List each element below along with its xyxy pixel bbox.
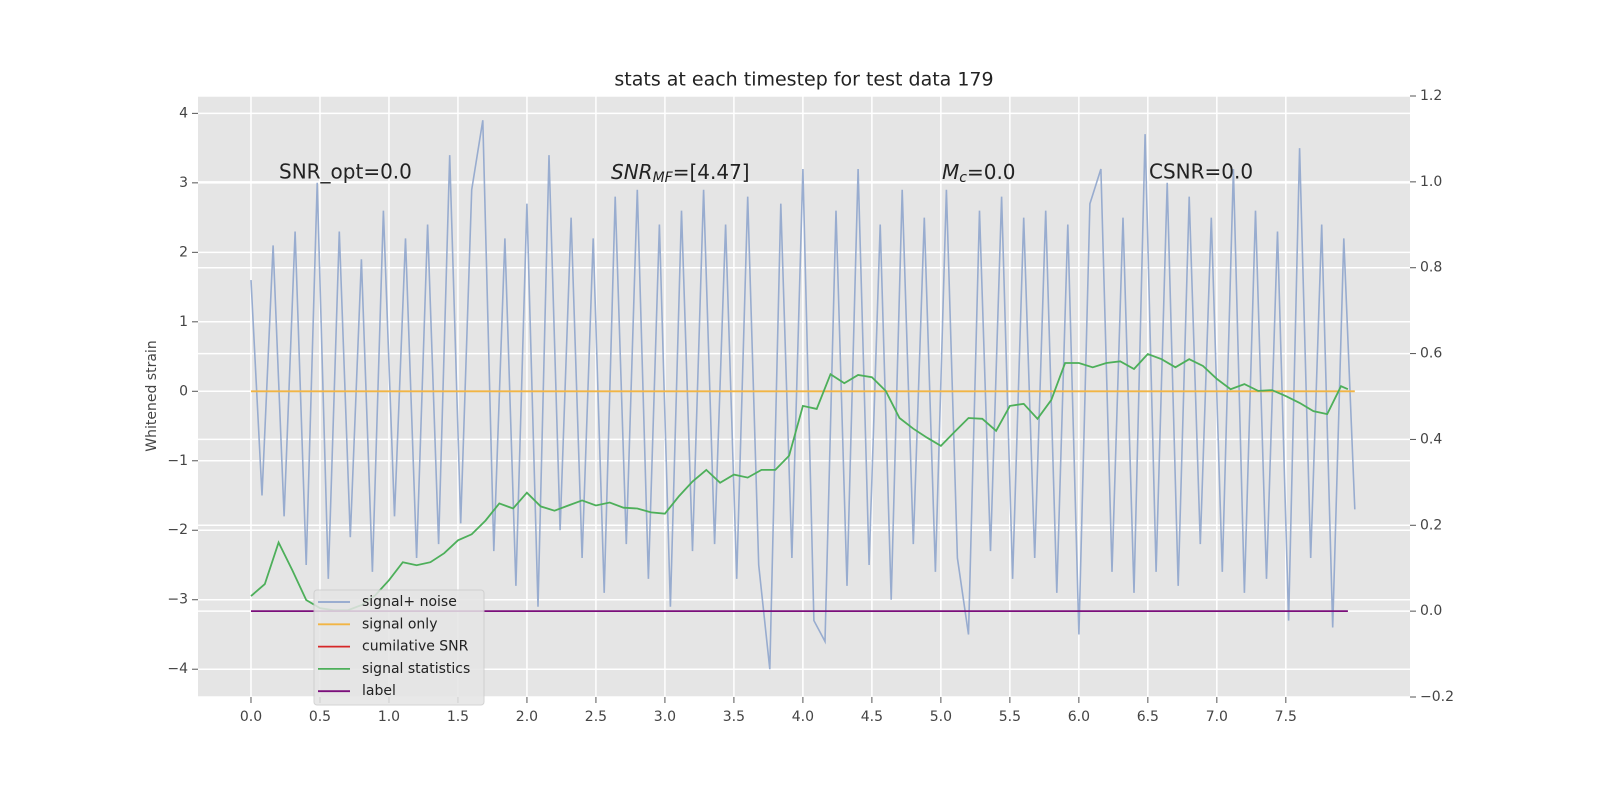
x-tick-label: 3.0: [654, 709, 676, 725]
annotation-rest: =0.0: [967, 160, 1016, 184]
legend-label: signal only: [362, 616, 437, 632]
x-tick-label: 1.5: [447, 709, 469, 725]
x-tick-label: 5.5: [999, 709, 1021, 725]
annotation: SNRMF=[4.47]: [611, 160, 750, 187]
y2-tick-label: 0.6: [1420, 346, 1442, 362]
y-tick-label: 3: [179, 175, 188, 191]
annotation-sub: c: [959, 170, 967, 186]
y2-tick-label: 1.0: [1420, 174, 1442, 190]
x-tick-label: 0.5: [309, 709, 331, 725]
y-tick-label: −2: [167, 522, 188, 538]
y2-tick-label: −0.2: [1420, 689, 1454, 705]
y-tick-label: 0: [179, 383, 188, 399]
x-tick-label: 6.0: [1068, 709, 1090, 725]
series-line: [250, 352, 1349, 612]
x-tick-label: 6.5: [1137, 709, 1159, 725]
y-tick-label: 1: [179, 314, 188, 330]
y-tick-label: −1: [167, 453, 188, 469]
x-tick-label: 3.5: [723, 709, 745, 725]
legend-label: label: [362, 683, 396, 699]
y2-tick-label: 1.2: [1420, 88, 1442, 104]
x-tick-label: 0.0: [240, 709, 262, 725]
y-tick-label: 2: [179, 244, 188, 260]
annotation-base: M: [942, 160, 959, 184]
x-tick-label: 7.0: [1206, 709, 1228, 725]
legend-box: [313, 589, 485, 706]
annotation-rest: =[4.47]: [673, 160, 750, 184]
x-tick-label: 2.0: [516, 709, 538, 725]
x-tick-label: 5.0: [930, 709, 952, 725]
x-tick-label: 2.5: [585, 709, 607, 725]
y-tick-label: −4: [167, 661, 188, 677]
annotation: SNR_opt=0.0: [279, 160, 412, 184]
x-tick-label: 1.0: [378, 709, 400, 725]
annotation: Mc=0.0: [942, 160, 1016, 187]
series-line: [250, 120, 1356, 670]
chart-title: stats at each timestep for test data 179: [614, 69, 993, 91]
axes: 0.0 0.5 1.0 1.5 2.0 2.5 3.0 3.5 4.0 4.5 5.0 5.5 6.0 6…: [167, 88, 1454, 725]
x-tick-label: 7.5: [1275, 709, 1297, 725]
y2-tick-label: 0.8: [1420, 260, 1442, 276]
y-tick-label: 4: [179, 105, 188, 121]
annotation: CSNR=0.0: [1149, 160, 1253, 184]
annotation-base: SNR: [611, 160, 653, 184]
y2-tick-label: 0.0: [1420, 603, 1442, 619]
y-axis-label: Whitened strain: [144, 340, 160, 451]
y2-tick-label: 0.4: [1420, 431, 1442, 447]
legend-label: cumilative SNR: [362, 639, 469, 655]
legend-label: signal statistics: [362, 661, 470, 677]
x-tick-label: 4.0: [792, 709, 814, 725]
annotation-sub: MF: [653, 170, 674, 186]
y2-tick-label: 0.2: [1420, 517, 1442, 533]
legend-label: signal+ noise: [362, 594, 457, 610]
y-tick-label: −3: [167, 592, 188, 608]
x-tick-label: 4.5: [861, 709, 883, 725]
